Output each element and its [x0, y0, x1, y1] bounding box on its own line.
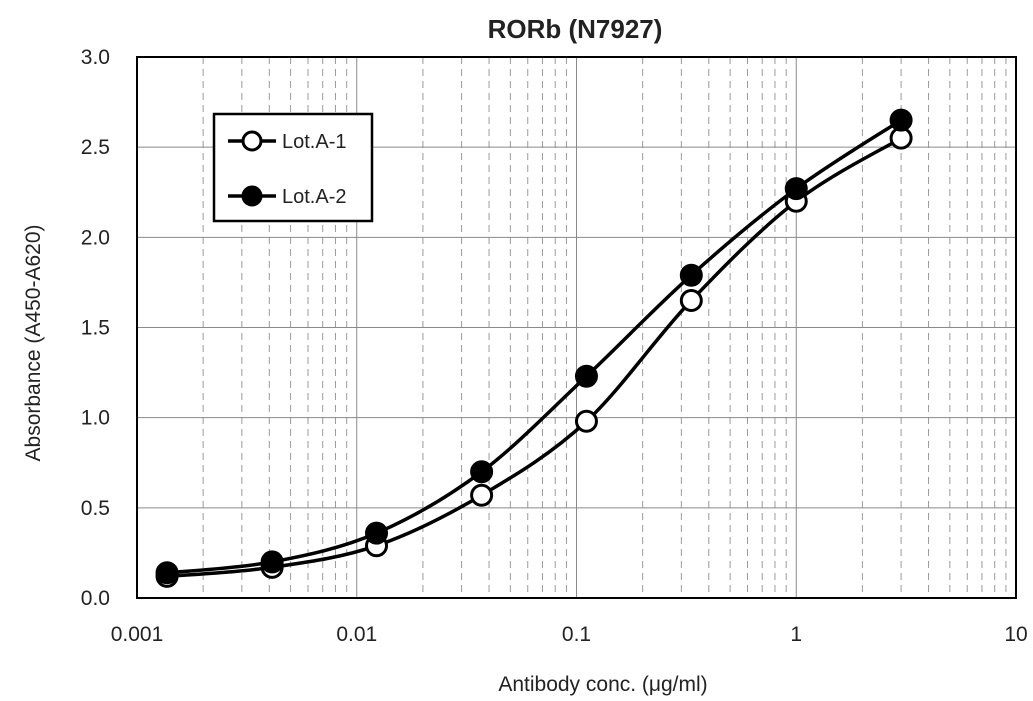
x-tick-label: 0.1: [562, 623, 591, 646]
legend-label-lot-a-1: Lot.A-1: [282, 131, 346, 153]
series: [155, 108, 913, 588]
data-point-lot-a-1: [574, 409, 598, 433]
legend-marker-lot-a-1: [241, 130, 263, 152]
y-axis-ticks: 0.0 0.5 1.0 1.5 2.0 2.5 3.0: [81, 46, 110, 610]
data-point-lot-a-2: [365, 521, 389, 545]
data-point-lot-a-1: [679, 288, 703, 312]
legend-marker-lot-a-2: [241, 185, 263, 207]
data-point-lot-a-2: [784, 177, 808, 201]
y-tick-label: 1.0: [81, 407, 110, 430]
x-tick-label: 0.01: [336, 623, 377, 646]
data-point-lot-a-2: [470, 460, 494, 484]
plot-area: [136, 56, 1017, 599]
x-tick-label: 0.001: [111, 623, 164, 646]
y-tick-label: 1.5: [81, 317, 110, 340]
x-axis-ticks: 0.001 0.01 0.1 1 10: [111, 623, 1028, 646]
y-tick-label: 2.0: [81, 226, 110, 249]
data-point-lot-a-2: [260, 550, 284, 574]
y-axis-label: Absorbance (A450-A620): [22, 225, 45, 462]
y-tick-label: 0.0: [81, 587, 110, 610]
x-axis-label: Antibody conc. (μg/ml): [498, 673, 707, 696]
y-tick-label: 0.5: [81, 497, 110, 520]
series-line-lot-a-1: [166, 136, 902, 579]
y-tick-label: 3.0: [81, 46, 110, 69]
data-point-lot-a-2: [574, 364, 598, 388]
x-tick-label: 10: [1004, 623, 1027, 646]
data-point-lot-a-2: [889, 108, 913, 132]
legend-label-lot-a-2: Lot.A-2: [282, 186, 346, 208]
data-point-lot-a-1: [470, 483, 494, 507]
legend: Lot.A-1 Lot.A-2: [212, 112, 374, 223]
x-tick-label: 1: [790, 623, 802, 646]
y-tick-label: 2.5: [81, 136, 110, 159]
data-point-lot-a-2: [679, 263, 703, 287]
chart-title: RORb (N7927): [488, 14, 663, 44]
legend-box: [212, 112, 374, 223]
data-point-lot-a-2: [155, 561, 179, 585]
